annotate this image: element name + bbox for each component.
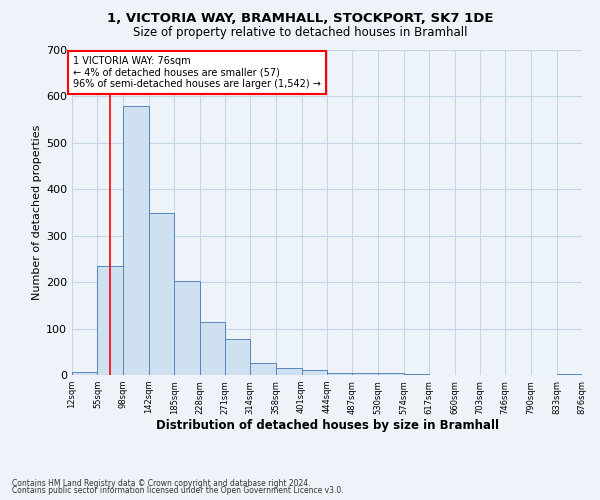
- Bar: [302, 370, 327, 375]
- Text: 1 VICTORIA WAY: 76sqm
← 4% of detached houses are smaller (57)
96% of semi-detac: 1 VICTORIA WAY: 76sqm ← 4% of detached h…: [73, 56, 321, 89]
- Bar: [250, 364, 276, 375]
- Bar: [327, 372, 352, 375]
- Bar: [225, 339, 250, 375]
- Bar: [123, 106, 149, 375]
- Bar: [149, 212, 174, 375]
- Text: Contains public sector information licensed under the Open Government Licence v3: Contains public sector information licen…: [12, 486, 344, 495]
- Bar: [72, 372, 97, 375]
- Bar: [276, 368, 302, 375]
- Text: 1, VICTORIA WAY, BRAMHALL, STOCKPORT, SK7 1DE: 1, VICTORIA WAY, BRAMHALL, STOCKPORT, SK…: [107, 12, 493, 26]
- Text: Contains HM Land Registry data © Crown copyright and database right 2024.: Contains HM Land Registry data © Crown c…: [12, 478, 311, 488]
- Bar: [378, 372, 404, 375]
- Bar: [174, 281, 199, 375]
- Bar: [352, 372, 378, 375]
- Bar: [97, 266, 123, 375]
- X-axis label: Distribution of detached houses by size in Bramhall: Distribution of detached houses by size …: [155, 420, 499, 432]
- Text: Size of property relative to detached houses in Bramhall: Size of property relative to detached ho…: [133, 26, 467, 39]
- Bar: [199, 322, 225, 375]
- Bar: [557, 374, 582, 375]
- Bar: [404, 374, 429, 375]
- Y-axis label: Number of detached properties: Number of detached properties: [32, 125, 42, 300]
